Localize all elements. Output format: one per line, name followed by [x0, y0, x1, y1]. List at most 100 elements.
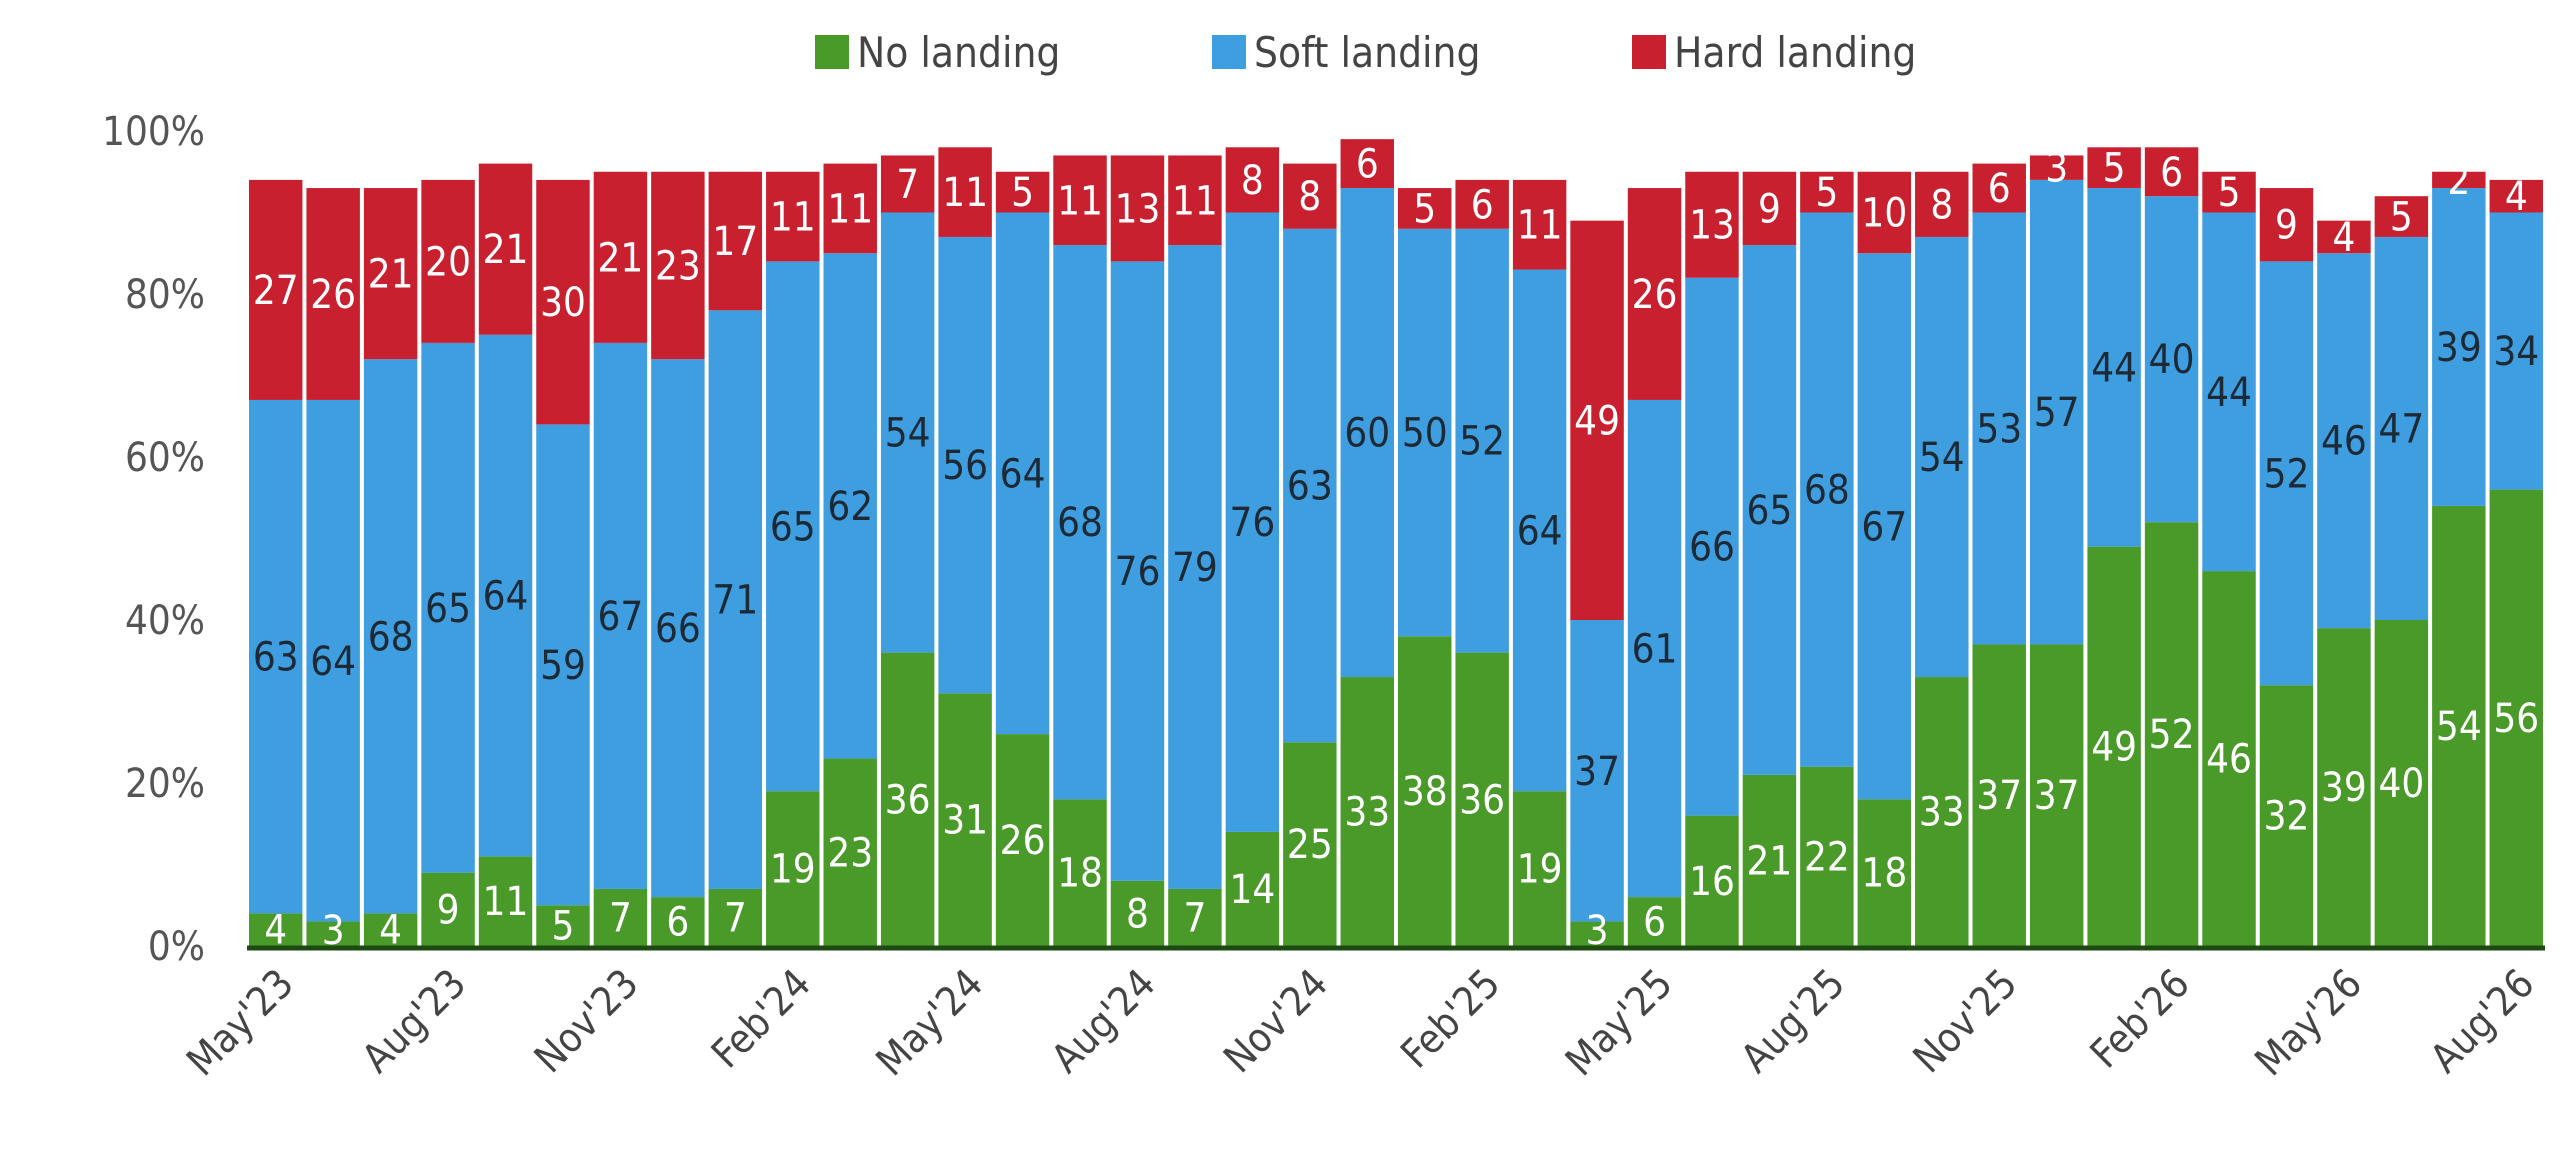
data-label-soft-landing: 68 [1057, 500, 1103, 546]
data-label-soft-landing: 52 [1459, 419, 1505, 465]
bar-segment-no-landing [651, 897, 705, 946]
data-label-soft-landing: 76 [1229, 500, 1275, 546]
data-label-no-landing: 31 [942, 798, 988, 844]
data-label-no-landing: 7 [724, 895, 747, 941]
bar-segment-no-landing [421, 872, 475, 946]
data-label-soft-landing: 63 [253, 635, 299, 681]
bar-segment-hard-landing [1685, 171, 1739, 278]
data-label-hard-landing: 13 [1689, 203, 1735, 249]
bar-segment-hard-landing [1455, 179, 1509, 229]
bar-segment-no-landing [1627, 897, 1682, 946]
bar-segment-no-landing [1225, 831, 1280, 946]
bar-segment-soft-landing [1972, 212, 2026, 645]
data-label-soft-landing: 76 [1115, 549, 1161, 595]
data-label-soft-landing: 65 [425, 586, 471, 632]
data-label-soft-landing: 44 [2206, 370, 2252, 416]
bar-segment-soft-landing [2087, 188, 2141, 547]
data-label-soft-landing: 56 [942, 443, 988, 489]
data-label-soft-landing: 60 [1344, 411, 1390, 457]
bar-segment-hard-landing [1340, 139, 1394, 189]
bar-segment-no-landing [2374, 620, 2429, 946]
x-tick-label: Aug'25 [1732, 961, 1854, 1083]
x-tick-label: May'23 [178, 961, 302, 1085]
bar-segment-hard-landing [1225, 147, 1280, 213]
bar-segment-no-landing [2259, 685, 2314, 946]
data-label-no-landing: 39 [2321, 765, 2367, 811]
bar-segment-no-landing [249, 913, 303, 946]
bar-segment-hard-landing [2087, 147, 2141, 189]
y-tick-label: 100% [102, 109, 205, 155]
bar-segment-hard-landing [363, 188, 418, 360]
data-label-hard-landing: 11 [1172, 178, 1218, 224]
bar-segment-soft-landing [1110, 261, 1165, 881]
bar-segment-soft-landing [880, 212, 935, 653]
bar-segment-no-landing [2202, 571, 2256, 946]
data-label-soft-landing: 63 [1287, 464, 1333, 510]
bar-segment-soft-landing [1053, 245, 1107, 800]
data-label-soft-landing: 34 [2493, 329, 2539, 375]
data-label-soft-landing: 66 [655, 606, 701, 652]
bar-segment-soft-landing [478, 334, 533, 857]
data-label-hard-landing: 9 [2275, 203, 2298, 249]
bar-segment-no-landing [363, 913, 418, 946]
data-label-hard-landing: 6 [1988, 166, 2011, 212]
data-label-no-landing: 37 [2034, 773, 2080, 819]
data-label-no-landing: 8 [1126, 891, 1149, 937]
data-label-no-landing: 11 [483, 879, 529, 925]
bar-segment-soft-landing [1455, 228, 1509, 653]
data-label-no-landing: 33 [1344, 790, 1390, 836]
data-label-no-landing: 40 [2378, 761, 2424, 807]
data-label-soft-landing: 52 [2264, 451, 2310, 497]
bar-segment-no-landing [1168, 888, 1222, 946]
data-label-no-landing: 6 [1643, 900, 1666, 946]
x-tick-label: May'26 [2247, 961, 2371, 1085]
data-label-no-landing: 6 [666, 900, 689, 946]
bar-segment-hard-landing [249, 179, 303, 400]
data-label-no-landing: 3 [1586, 908, 1609, 954]
data-label-hard-landing: 7 [896, 162, 919, 208]
data-label-no-landing: 56 [2493, 696, 2539, 742]
bar-segment-hard-landing [2317, 220, 2371, 254]
data-label-soft-landing: 79 [1172, 545, 1218, 591]
bar-segment-no-landing [1340, 677, 1394, 946]
data-label-soft-landing: 62 [827, 484, 873, 530]
data-label-no-landing: 23 [827, 830, 873, 876]
bar-segment-hard-landing [1972, 163, 2026, 213]
bar-segment-hard-landing [2144, 147, 2199, 197]
x-tick-label: Aug'24 [1043, 961, 1165, 1083]
bar-segment-no-landing [306, 921, 360, 946]
bar-segment-soft-landing [2489, 212, 2543, 490]
bar-segment-hard-landing [1053, 155, 1107, 246]
data-label-hard-landing: 21 [483, 227, 529, 273]
bar-segment-hard-landing [1512, 179, 1567, 270]
data-label-soft-landing: 50 [1402, 411, 1448, 457]
data-label-soft-landing: 53 [1976, 406, 2022, 452]
data-label-hard-landing: 26 [310, 272, 356, 318]
data-label-hard-landing: 3 [2045, 146, 2068, 192]
bar-segment-soft-landing [1340, 188, 1394, 678]
y-tick-label: 80% [125, 272, 205, 318]
data-label-hard-landing: 8 [1930, 182, 1953, 228]
bar-segment-soft-landing [938, 236, 992, 694]
data-label-hard-landing: 26 [1632, 272, 1678, 318]
bar-segment-hard-landing [593, 171, 648, 343]
data-label-soft-landing: 64 [1000, 451, 1046, 497]
x-tick-label: Aug'23 [354, 961, 476, 1083]
data-label-no-landing: 46 [2206, 737, 2252, 783]
legend: No landing Soft landing Hard landing [0, 22, 2560, 82]
bar-segment-hard-landing [823, 163, 877, 254]
bar-segment-no-landing [1283, 742, 1337, 946]
legend-item-soft-landing: Soft landing [1212, 22, 1481, 82]
bar-segment-no-landing [1053, 799, 1107, 946]
legend-label-soft-landing: Soft landing [1254, 27, 1481, 77]
x-tick-label: May'25 [1557, 961, 1681, 1085]
data-label-no-landing: 16 [1689, 859, 1735, 905]
bar-segment-hard-landing [1627, 188, 1682, 400]
bar-segment-soft-landing [1800, 212, 1854, 767]
data-label-hard-landing: 13 [1115, 186, 1161, 232]
bar-segment-no-landing [2489, 489, 2543, 946]
data-label-soft-landing: 44 [2091, 345, 2137, 391]
bar-segment-soft-landing [1627, 399, 1682, 898]
